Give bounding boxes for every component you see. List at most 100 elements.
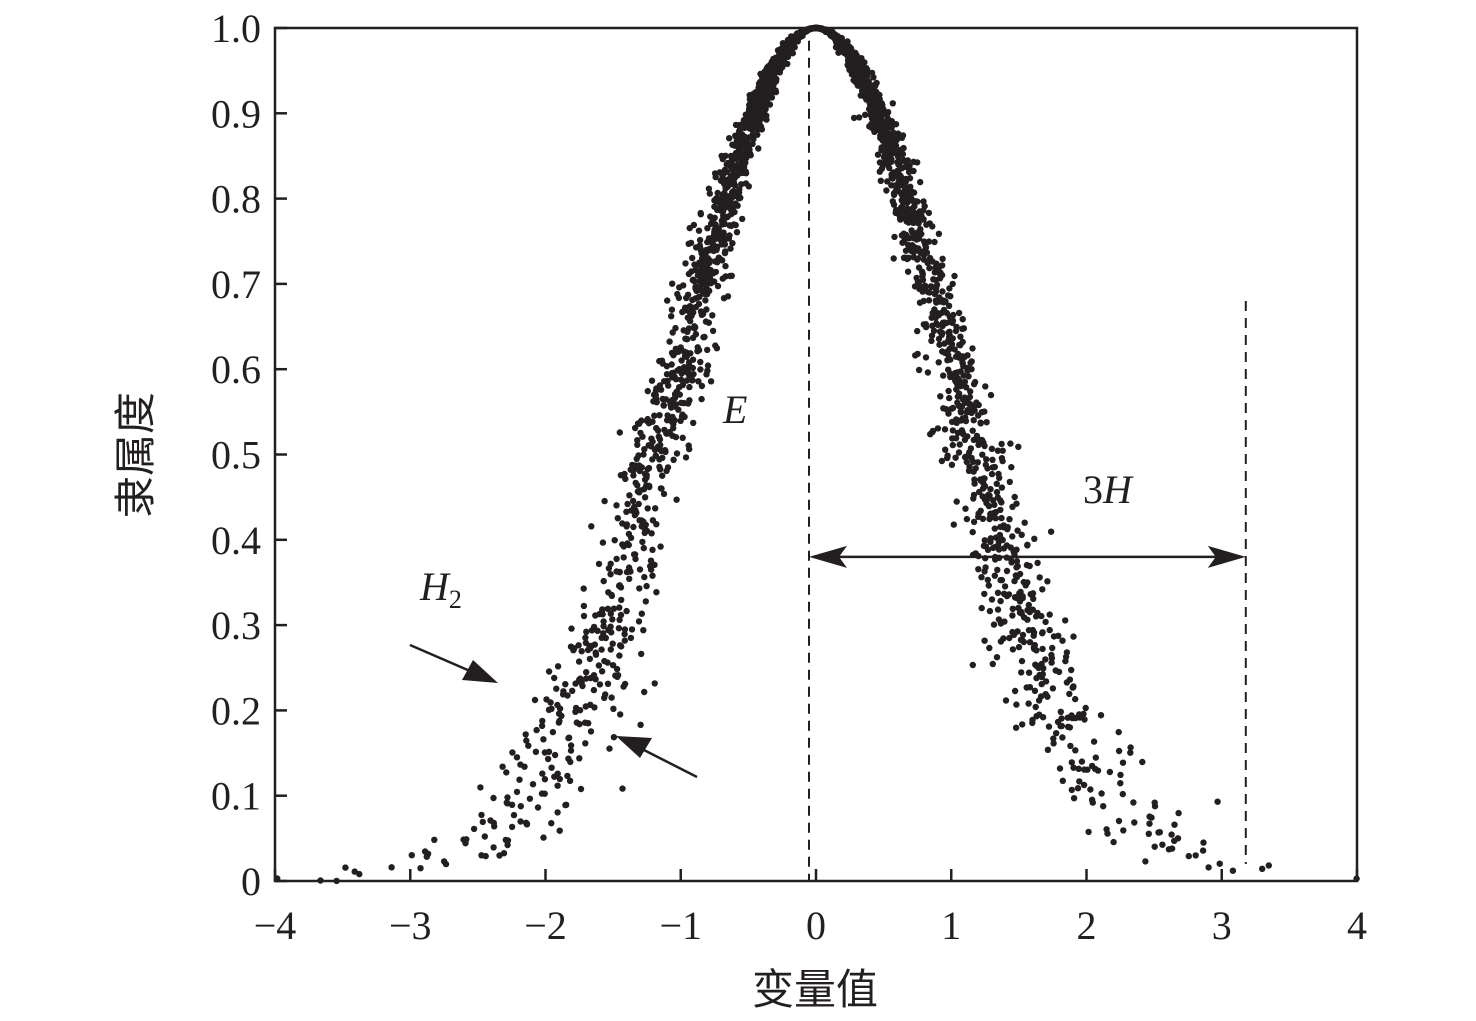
cloud-drop-point (711, 197, 718, 204)
cloud-drop-point (614, 515, 621, 522)
cloud-drop-point (616, 642, 624, 649)
cloud-drop-point (525, 742, 532, 749)
cloud-drop-point (959, 325, 966, 332)
cloud-drop-point (754, 131, 761, 138)
x-tick-label: 3 (1212, 903, 1232, 948)
cloud-drop-point (850, 114, 858, 122)
cloud-drop-point (538, 722, 546, 730)
cloud-drop-point (949, 435, 956, 442)
cloud-drop-point (664, 297, 671, 304)
cloud-drop-point (977, 477, 984, 484)
cloud-drop-point (690, 419, 697, 427)
cloud-drop-point (644, 505, 651, 512)
cloud-drop-point (966, 449, 973, 456)
cloud-drop-point (1006, 634, 1013, 642)
cloud-drop-point (702, 281, 709, 288)
cloud-drop-point (840, 42, 848, 49)
cloud-drop-point (967, 400, 974, 408)
cloud-drop-point (903, 231, 910, 239)
cloud-drop-point (902, 178, 909, 185)
cloud-drop-point (702, 249, 710, 256)
cloud-drop-point (730, 188, 737, 195)
cloud-drop-point (779, 46, 786, 54)
cloud-drop-point (697, 366, 704, 373)
cloud-drop-point (931, 290, 938, 297)
cloud-drop-point (1059, 637, 1066, 644)
cloud-drop-point (904, 205, 911, 212)
cloud-drop-point (892, 148, 899, 156)
cloud-drop-point (1145, 830, 1153, 837)
cloud-drop-point (692, 284, 699, 291)
cloud-drop-point (698, 395, 705, 403)
cloud-drop-point (961, 453, 969, 461)
cloud-drop-point (714, 189, 721, 197)
cloud-drop-point (587, 728, 595, 735)
cloud-drop-point (1042, 618, 1049, 626)
cloud-drop-point (911, 210, 918, 217)
cloud-drop-point (637, 429, 644, 437)
cloud-drop-point (637, 721, 644, 728)
cloud-drop-point (698, 309, 705, 316)
cloud-drop-point (598, 646, 605, 653)
cloud-drop-point (651, 412, 658, 419)
cloud-drop-point (900, 196, 908, 203)
cloud-drop-point (928, 337, 935, 344)
cloud-drop-point (922, 321, 929, 328)
cloud-drop-point (939, 288, 946, 295)
cloud-drop-point (980, 542, 988, 550)
cloud-drop-point (998, 499, 1005, 506)
cloud-drop-point (861, 75, 869, 82)
cloud-drop-point (591, 704, 598, 711)
cloud-drop-point (711, 258, 719, 265)
cloud-drop-point (579, 682, 586, 690)
cloud-drop-point (1039, 714, 1047, 721)
cloud-drop-point (638, 650, 645, 658)
cloud-drop-point (967, 388, 974, 395)
cloud-drop-point (1050, 633, 1058, 640)
cloud-drop-point (623, 508, 630, 515)
cloud-drop-point (1034, 559, 1041, 567)
y-tick-label: 0.2 (211, 688, 261, 733)
cloud-drop-point (732, 121, 740, 129)
cloud-drop-point (691, 261, 698, 268)
cloud-drop-point (556, 775, 563, 783)
cloud-drop-point (928, 332, 936, 339)
cloud-drop-point (1070, 684, 1077, 691)
cloud-drop-point (944, 292, 952, 299)
cloud-drop-point (975, 412, 982, 419)
cloud-drop-point (953, 498, 960, 505)
cloud-drop-point (1024, 579, 1031, 586)
cloud-drop-point (742, 116, 749, 124)
cloud-drop-point (563, 801, 570, 808)
x-tick-label: −3 (389, 903, 432, 948)
cloud-drop-point (600, 618, 607, 625)
cloud-drop-point (986, 644, 993, 652)
cloud-drop-point (613, 568, 620, 575)
cloud-drop-point (981, 637, 988, 644)
cloud-drop-point (1002, 697, 1010, 704)
cloud-drop-point (916, 235, 923, 242)
cloud-drop-point (470, 825, 478, 833)
cloud-drop-point (890, 255, 897, 262)
cloud-drop-point (491, 823, 498, 830)
cloud-drop-point (1015, 643, 1023, 651)
cloud-drop-point (648, 377, 656, 384)
cloud-drop-point (656, 412, 663, 419)
cloud-drop-point (478, 811, 485, 819)
cloud-drop-point (935, 230, 943, 237)
cloud-drop-point (961, 378, 969, 385)
cloud-drop-point (965, 373, 972, 380)
cloud-drop-point (990, 621, 998, 628)
cloud-drop-point (925, 297, 933, 304)
cloud-drop-point (1029, 719, 1036, 727)
cloud-drop-point (645, 464, 653, 472)
cloud-drop-point (695, 378, 702, 385)
cloud-drop-point (703, 306, 710, 313)
cloud-drop-point (1090, 738, 1098, 745)
cloud-drop-point (685, 359, 693, 366)
cloud-drop-point (908, 227, 915, 234)
cloud-drop-point (678, 370, 685, 377)
cloud-drop-point (903, 158, 910, 165)
cloud-drop-point (870, 113, 877, 121)
cloud-drop-point (628, 626, 636, 633)
